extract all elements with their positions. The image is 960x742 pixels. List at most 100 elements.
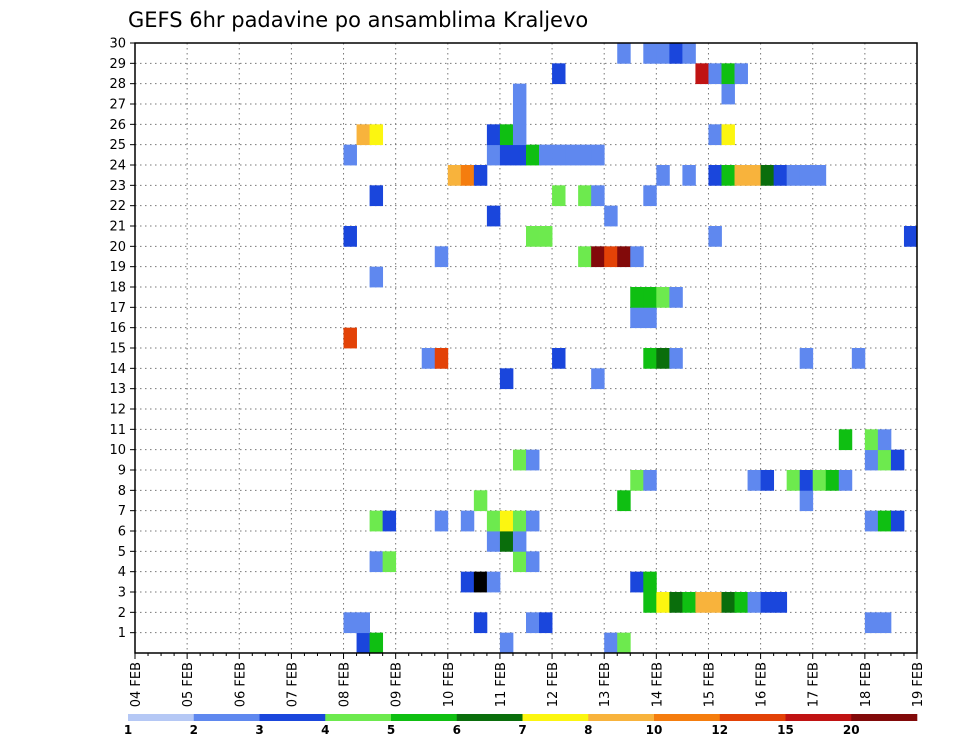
x-tick-label: 16 FEB	[755, 662, 770, 707]
precip-cell	[578, 185, 592, 207]
precip-cell	[486, 124, 501, 146]
precip-cell	[825, 470, 840, 491]
precip-cell	[721, 592, 735, 613]
precip-cell	[669, 287, 683, 308]
precip-cell	[682, 592, 696, 613]
precip-cell	[486, 510, 501, 532]
precip-cell	[812, 165, 827, 186]
precip-cell	[656, 165, 670, 186]
y-tick-label: 10	[109, 443, 126, 458]
colorbar-swatch	[785, 714, 852, 721]
x-tick-label: 04 FEB	[129, 662, 144, 707]
colorbar-swatch	[719, 714, 786, 721]
precip-cell	[656, 287, 670, 308]
precip-cell	[499, 510, 514, 532]
precip-cell	[512, 531, 527, 552]
colorbar-swatch	[259, 714, 326, 721]
precip-cell	[539, 144, 553, 166]
precip-cell	[473, 612, 488, 634]
colorbar-label: 15	[777, 723, 794, 737]
y-tick-label: 5	[118, 545, 126, 560]
colorbar-label: 12	[711, 723, 728, 737]
colorbar-label: 7	[518, 723, 526, 737]
y-tick-label: 29	[109, 57, 126, 72]
precip-cell	[617, 632, 631, 654]
x-tick-label: 10 FEB	[442, 662, 457, 707]
precip-cell	[473, 571, 488, 593]
colorbar-swatch	[391, 714, 458, 721]
precip-cell	[512, 510, 527, 532]
x-tick-label: 15 FEB	[702, 662, 717, 707]
precip-cell	[747, 165, 761, 186]
precip-cell	[499, 632, 514, 654]
precip-cell	[643, 592, 657, 613]
precip-cell	[656, 348, 670, 369]
precip-cell	[591, 246, 605, 268]
precip-cell	[591, 368, 605, 390]
precip-cell	[486, 531, 501, 552]
colorbar-label: 10	[646, 723, 663, 737]
precip-cell	[747, 470, 761, 491]
precip-cell	[799, 165, 814, 186]
y-tick-label: 15	[109, 342, 126, 357]
x-tick-label: 07 FEB	[285, 662, 300, 707]
y-tick-label: 30	[109, 37, 126, 52]
precip-cell	[526, 449, 540, 471]
colorbar-swatch	[851, 714, 918, 721]
colorbar-swatch	[654, 714, 721, 721]
precip-cell	[434, 246, 449, 268]
precip-cell	[773, 592, 788, 613]
precip-cell	[499, 124, 514, 146]
precip-cell	[708, 124, 722, 146]
precip-cell	[486, 205, 501, 227]
precip-cell	[512, 124, 527, 146]
x-tick-label: 11 FEB	[494, 662, 509, 707]
precip-cell	[799, 348, 814, 369]
precip-cell	[512, 551, 527, 573]
precip-cell	[369, 266, 384, 288]
precip-cell	[447, 165, 462, 186]
precip-cell	[786, 470, 801, 491]
colorbar-label: 20	[843, 723, 860, 737]
colorbar: 1 2 3 4 5 6 7 8 10 12 15 20	[124, 714, 918, 737]
precip-cell	[695, 63, 709, 85]
precip-cell	[499, 144, 514, 166]
precip-cell	[643, 470, 657, 491]
colorbar-label: 3	[255, 723, 263, 737]
precip-cell	[552, 348, 566, 369]
precip-cell	[343, 612, 357, 634]
colorbar-swatch	[325, 714, 392, 721]
y-tick-label: 27	[109, 98, 126, 113]
y-tick-label: 23	[109, 179, 126, 194]
precip-cell	[799, 490, 814, 512]
precip-cell	[682, 165, 696, 186]
colorbar-label: 1	[124, 723, 132, 737]
y-tick-label: 14	[109, 362, 126, 377]
precip-cell	[721, 63, 735, 85]
precip-cell	[512, 83, 527, 105]
precip-cell	[656, 43, 670, 64]
precip-cell	[382, 510, 397, 532]
precip-cell	[864, 612, 879, 634]
precip-cell	[708, 165, 722, 186]
precip-cell	[526, 612, 540, 634]
precip-cell	[434, 510, 449, 532]
precip-cell	[369, 185, 384, 207]
precip-cell	[877, 449, 892, 471]
precip-cell	[552, 185, 566, 207]
precip-cell	[877, 429, 892, 451]
precip-cell	[369, 124, 384, 146]
y-tick-label: 22	[109, 199, 126, 214]
precip-cell	[604, 246, 618, 268]
precip-cell	[877, 612, 892, 634]
precip-cell	[643, 348, 657, 369]
precip-cell	[499, 368, 514, 390]
precip-cell	[630, 307, 644, 329]
precip-cell	[656, 592, 670, 613]
colorbar-swatch	[522, 714, 589, 721]
y-tick-label: 21	[109, 220, 126, 235]
precip-cell	[864, 449, 879, 471]
precip-cell	[864, 510, 879, 532]
precip-cell	[760, 592, 775, 613]
